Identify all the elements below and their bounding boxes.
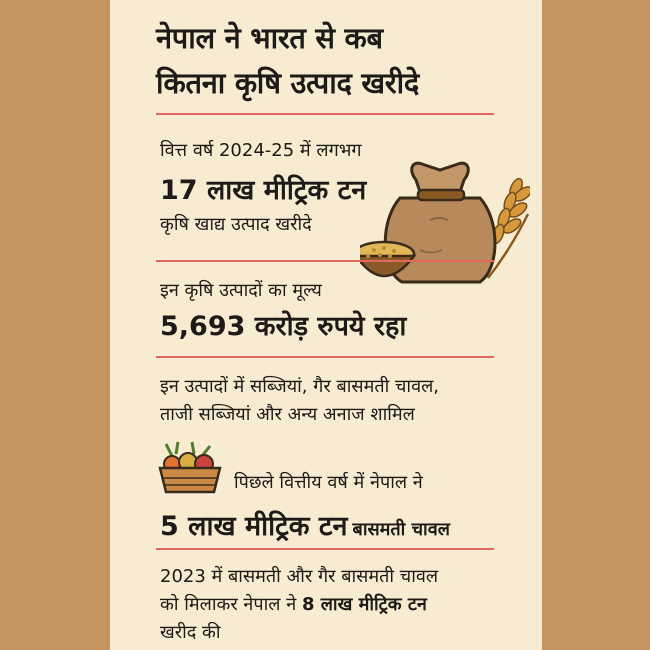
section4-line: 5 लाख मीट्रिक टन बासमती चावल (160, 506, 450, 543)
title-line-2: कितना कृषि उत्पाद खरीदे (156, 66, 419, 100)
section3-line-1: इन उत्पादों में सब्जियां, गैर बासमती चाव… (160, 376, 439, 397)
divider (156, 356, 494, 358)
section4-highlight: 5 लाख मीट्रिक टन (160, 511, 348, 542)
section1-intro: वित्त वर्ष 2024-25 में लगभग (160, 140, 362, 161)
section2-intro: इन कृषि उत्पादों का मूल्य (160, 280, 322, 301)
divider (156, 548, 494, 550)
grain-sack-icon (360, 161, 530, 284)
section3-line-2: ताजी सब्जियां और अन्य अनाज शामिल (160, 404, 415, 425)
divider (156, 260, 494, 262)
section5-line-3: खरीद की (160, 622, 221, 643)
page-title: नेपाल ने भारत से कब कितना कृषि उत्पाद खर… (156, 16, 536, 106)
section5-line2-prefix: को मिलाकर नेपाल ने (160, 594, 297, 615)
divider (156, 113, 494, 115)
section1-highlight: 17 लाख मीट्रिक टन (160, 175, 367, 206)
section4-intro: पिछले वित्तीय वर्ष में नेपाल ने (234, 472, 423, 493)
section1-desc: कृषि खाद्य उत्पाद खरीदे (160, 214, 312, 235)
section5-line-1: 2023 में बासमती और गैर बासमती चावल (160, 566, 439, 587)
section2-highlight: 5,693 करोड़ रुपये रहा (160, 311, 407, 342)
title-line-1: नेपाल ने भारत से कब (156, 21, 383, 55)
wheat-icon (476, 177, 530, 279)
infographic-card: नेपाल ने भारत से कब कितना कृषि उत्पाद खर… (110, 0, 542, 650)
vegetable-basket-icon (158, 441, 222, 494)
section4-suffix: बासमती चावल (352, 519, 450, 540)
section5-line-2: को मिलाकर नेपाल ने 8 लाख मीट्रिक टन (160, 592, 427, 616)
section5-line2-highlight: 8 लाख मीट्रिक टन (301, 594, 427, 615)
